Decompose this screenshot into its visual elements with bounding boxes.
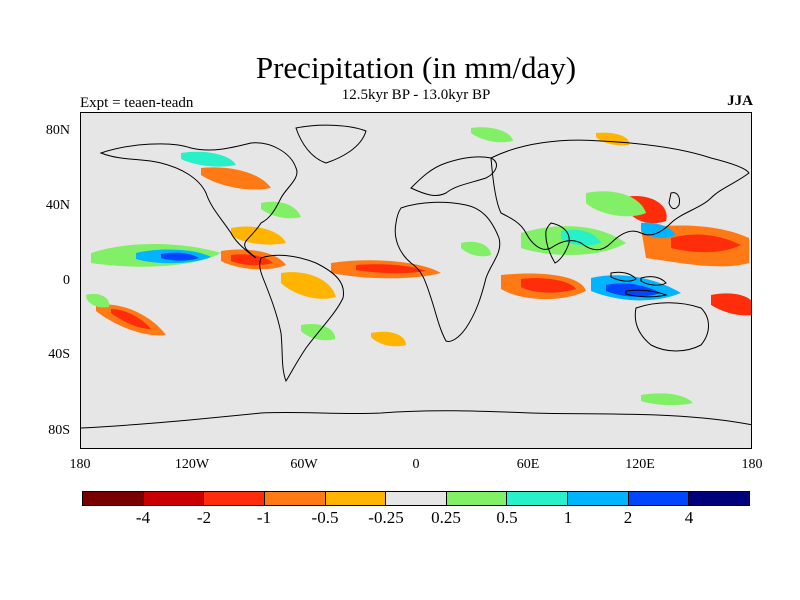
field-atlantic-itcz-core: [356, 264, 426, 274]
coast-africa: [394, 201, 501, 342]
field-caribbean-orange: [231, 226, 286, 245]
colorbar-swatch: [264, 492, 326, 505]
coast-asia: [490, 139, 750, 251]
colorbar-swatch: [83, 492, 144, 505]
map-panel: [80, 112, 752, 449]
map-title: Precipitation (in mm/day): [255, 50, 577, 85]
coastlines: [81, 124, 751, 429]
field-central-pacific-core: [161, 252, 199, 261]
coast-greenland: [295, 124, 367, 164]
colorbar-swatch: [446, 492, 508, 505]
field-indian-ocean-core: [521, 278, 576, 293]
field-east-pacific-core: [231, 254, 273, 266]
lat-label-40s: 40S: [48, 347, 70, 362]
lat-label-80n: 80N: [45, 123, 70, 138]
lon-label-180w: 180: [69, 457, 91, 472]
coast-south-america: [259, 254, 345, 383]
lon-label-120e: 120E: [625, 457, 655, 472]
colorbar-swatch: [507, 492, 569, 505]
colorbar-swatch: [386, 492, 447, 505]
colorbar-swatch: [628, 492, 690, 505]
colorbar-swatch: [204, 492, 265, 505]
colorbar-swatch: [689, 492, 750, 505]
field-north-america-red: [201, 167, 271, 190]
colorbar-label: -2: [196, 508, 212, 527]
field-west-pacific-core: [671, 234, 741, 253]
field-south-pacific-red: [711, 293, 751, 316]
season-label: JJA: [727, 93, 753, 109]
field-africa-green: [461, 241, 491, 257]
coast-north-america: [99, 142, 298, 259]
precipitation-anomaly-map: [81, 124, 751, 429]
lon-label-0: 0: [412, 457, 420, 472]
colorbar-label: -0.25: [368, 508, 404, 527]
field-east-asia-green: [586, 191, 646, 217]
field-south-atlantic-orange: [371, 331, 406, 347]
colorbar-label: 2: [623, 508, 633, 527]
colorbar-label: 1: [563, 508, 573, 527]
colorbar-label: 0.5: [496, 508, 518, 527]
colorbar-swatch: [143, 492, 205, 505]
colorbar-label: -1: [256, 508, 272, 527]
coast-antarctica: [81, 410, 751, 429]
field-north-america-blue: [181, 151, 236, 167]
map-subtitle: 12.5kyr BP - 13.0kyr BP: [341, 87, 491, 103]
colorbar-label: 0.25: [431, 508, 461, 527]
coast-australia: [634, 302, 709, 352]
field-north-atlantic-green: [471, 127, 513, 143]
lat-label-80s: 80S: [48, 423, 70, 438]
experiment-label: Expt = teaen-teadn: [80, 95, 194, 111]
field-amazon-orange: [281, 272, 336, 299]
colorbar-label: -4: [135, 508, 151, 527]
colorbar: [82, 491, 750, 506]
coast-japan: [668, 192, 680, 210]
colorbar-swatch: [325, 492, 387, 505]
lon-label-60w: 60W: [290, 457, 318, 472]
field-philippine-blue: [641, 222, 676, 238]
coast-indonesia: [610, 271, 668, 298]
lon-label-60e: 60E: [516, 457, 540, 472]
field-east-coast-green: [261, 201, 301, 219]
coast-india: [545, 222, 570, 264]
lat-label-eq: 0: [63, 273, 70, 288]
coast-europe: [410, 156, 497, 196]
field-bay-bengal-blue: [561, 229, 601, 246]
field-south-pacific-green: [86, 293, 110, 308]
field-south-east-pacific-core: [111, 309, 151, 329]
colorbar-swatch: [568, 492, 629, 505]
colorbar-label: -0.5: [311, 508, 339, 527]
field-siberia-orange: [596, 132, 630, 146]
anomaly-fields: [86, 127, 751, 406]
lon-label-120w: 120W: [174, 457, 210, 472]
lon-label-180e: 180: [741, 457, 763, 472]
field-southern-ocean-green: [641, 393, 693, 406]
lat-label-40n: 40N: [45, 198, 70, 213]
colorbar-label: 4: [684, 508, 694, 527]
